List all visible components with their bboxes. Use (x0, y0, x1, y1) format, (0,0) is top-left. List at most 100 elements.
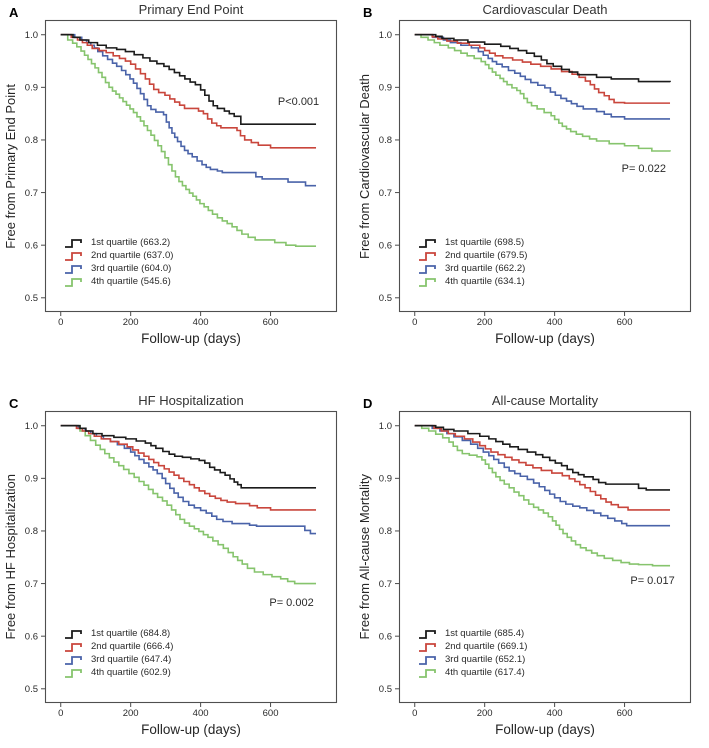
x-tick-label: 0 (412, 317, 417, 328)
y-tick-label: 0.6 (25, 240, 38, 251)
km-curve-q3 (414, 424, 671, 527)
y-axis-title-text: Free from HF Hospitalization (2, 474, 18, 640)
x-tick-label: 400 (547, 708, 563, 719)
x-tick-label: 600 (617, 317, 633, 328)
x-axis-title: Follow-up (days) (495, 331, 595, 346)
legend-label: 2nd quartile (637.0) (91, 250, 174, 261)
y-tick-label: 1.0 (379, 30, 392, 41)
km-curve-q2 (60, 33, 317, 149)
x-tick-label: 0 (58, 317, 63, 328)
legend-label: 3rd quartile (647.4) (91, 654, 172, 665)
legend-key-icon (419, 252, 436, 261)
km-curve-q2 (414, 424, 671, 511)
y-tick-label: 0.8 (379, 135, 392, 146)
legend-item: 4th quartile (634.1) (418, 276, 527, 288)
y-tick-label: 0.7 (25, 188, 38, 199)
legend: 1st quartile (684.8) 2nd quartile (666.4)… (64, 628, 173, 679)
y-tick-label: 1.0 (25, 421, 38, 432)
legend-label: 1st quartile (663.2) (91, 237, 171, 248)
legend-key-icon (65, 630, 82, 639)
legend-label: 4th quartile (634.1) (445, 276, 525, 287)
y-tick-label: 0.6 (25, 631, 38, 642)
panel-primary-end-point: A Primary End Point Free from Primary En… (0, 0, 354, 374)
legend-label: 1st quartile (685.4) (445, 628, 525, 639)
x-tick-label: 200 (123, 708, 139, 719)
legend-item: 3rd quartile (652.1) (418, 654, 527, 666)
km-curve-q1 (60, 33, 317, 125)
legend-key-icon (419, 278, 436, 287)
legend-key-icon (65, 265, 82, 274)
survival-plot: 0 200 400 600 1.0 0.9 0.8 0.7 0.6 0.5 (379, 410, 692, 719)
legend-label: 2nd quartile (679.5) (445, 250, 528, 261)
survival-plot: 0 200 400 600 1.0 0.9 0.8 0.7 0.6 0.5 (25, 19, 338, 328)
y-tick-label: 0.5 (379, 684, 392, 695)
legend-label: 1st quartile (684.8) (91, 628, 171, 639)
y-tick-label: 0.5 (25, 293, 38, 304)
plot-frame (398, 410, 692, 704)
p-value-label: P<0.001 (277, 96, 320, 109)
legend: 1st quartile (663.2) 2nd quartile (637.0)… (64, 237, 173, 288)
km-curve-q1 (414, 33, 671, 83)
legend-item: 3rd quartile (604.0) (64, 263, 173, 275)
km-curve-q1 (60, 424, 317, 489)
km-curve-q4 (414, 33, 671, 152)
panel-letter: A (9, 5, 19, 20)
km-curve-q2 (414, 33, 671, 104)
legend-label: 3rd quartile (604.0) (91, 263, 172, 274)
plot-frame (44, 410, 338, 704)
panel-title: HF Hospitalization (138, 393, 244, 408)
x-tick-label: 400 (193, 708, 209, 719)
legend-key-icon (65, 669, 82, 678)
y-tick-label: 0.5 (379, 293, 392, 304)
y-tick-label: 1.0 (25, 30, 38, 41)
legend-key-icon (419, 630, 436, 639)
y-tick-label: 0.6 (379, 240, 392, 251)
y-tick-label: 0.5 (25, 684, 38, 695)
km-curve-q1 (414, 424, 671, 491)
legend: 1st quartile (685.4) 2nd quartile (669.1)… (418, 628, 527, 679)
legend-label: 4th quartile (602.9) (91, 667, 171, 678)
legend-key-icon (419, 265, 436, 274)
legend-item: 3rd quartile (662.2) (418, 263, 527, 275)
km-curve-q3 (60, 33, 317, 187)
legend: 1st quartile (698.5) 2nd quartile (679.5)… (418, 237, 527, 288)
y-tick-label: 0.7 (379, 579, 392, 590)
panel-all-cause-mortality: D All-cause Mortality Free from All-caus… (354, 374, 709, 748)
y-tick-label: 0.8 (25, 135, 38, 146)
survival-plot: 0 200 400 600 1.0 0.9 0.8 0.7 0.6 0.5 (379, 19, 692, 328)
panel-title: Cardiovascular Death (482, 2, 608, 17)
km-curve-q4 (60, 424, 317, 585)
legend-key-icon (65, 252, 82, 261)
p-value-label: P= 0.002 (269, 597, 314, 610)
legend-key-icon (65, 239, 82, 248)
legend-label: 4th quartile (617.4) (445, 667, 525, 678)
legend-item: 1st quartile (685.4) (418, 628, 527, 640)
legend-label: 3rd quartile (662.2) (445, 263, 526, 274)
x-axis-title: Follow-up (days) (141, 331, 241, 346)
y-axis-title-text: Free from Cardiovascular Death (356, 73, 372, 259)
y-tick-label: 0.8 (25, 526, 38, 537)
y-tick-label: 0.7 (379, 188, 392, 199)
p-value-label: P= 0.017 (630, 574, 675, 587)
legend-item: 2nd quartile (666.4) (64, 641, 173, 653)
y-axis-title-text: Free from Primary End Point (2, 83, 18, 249)
panel-letter: D (363, 396, 373, 411)
legend-item: 4th quartile (617.4) (418, 667, 527, 679)
legend-key-icon (419, 643, 436, 652)
x-tick-label: 200 (123, 317, 139, 328)
legend-item: 1st quartile (663.2) (64, 237, 173, 249)
y-tick-label: 0.6 (379, 631, 392, 642)
panel-letter: C (9, 396, 19, 411)
legend-key-icon (419, 239, 436, 248)
legend-key-icon (419, 669, 436, 678)
plot-frame (44, 19, 338, 313)
y-tick-label: 0.9 (379, 83, 392, 94)
legend-key-icon (65, 278, 82, 287)
legend-item: 1st quartile (684.8) (64, 628, 173, 640)
km-curve-q2 (60, 424, 317, 511)
legend-key-icon (65, 656, 82, 665)
x-tick-label: 600 (617, 708, 633, 719)
panel-title: All-cause Mortality (491, 393, 599, 408)
survival-plot: 0 200 400 600 1.0 0.9 0.8 0.7 0.6 0.5 (25, 410, 338, 719)
